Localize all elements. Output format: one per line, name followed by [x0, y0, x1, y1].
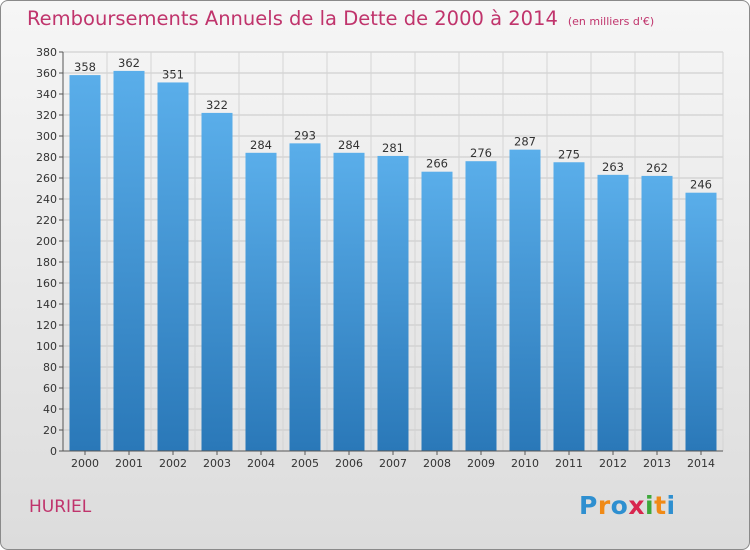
bar-2001: [113, 70, 145, 452]
bars: [69, 70, 717, 452]
data-label: 287: [514, 135, 536, 149]
y-tick-label: 320: [36, 109, 57, 122]
bar-2004: [245, 152, 277, 452]
bar-2013: [641, 175, 673, 451]
y-tick-label: 20: [43, 424, 57, 437]
bar-2012: [597, 174, 629, 451]
y-tick-label: 60: [43, 382, 57, 395]
logo-letter: i: [666, 491, 676, 520]
bar-2011: [553, 162, 585, 451]
bar-2010: [509, 149, 541, 451]
bar-2008: [421, 171, 453, 451]
bar-2000: [69, 75, 101, 451]
bar-2007: [377, 155, 409, 451]
data-label: 322: [206, 98, 228, 112]
x-tick-label: 2010: [511, 457, 539, 470]
x-tick-label: 2008: [423, 457, 451, 470]
y-tick-label: 180: [36, 256, 57, 269]
y-tick-label: 40: [43, 403, 57, 416]
bar-2014: [685, 192, 717, 451]
x-tick-label: 2000: [71, 457, 99, 470]
y-tick-label: 280: [36, 151, 57, 164]
proxiti-logo: Proxiti: [579, 491, 676, 520]
data-label: 351: [162, 67, 184, 81]
logo-letter: r: [597, 491, 611, 520]
bar-2002: [157, 82, 189, 451]
logo-letter: o: [610, 491, 629, 520]
logo-letter: P: [579, 491, 598, 520]
y-tick-label: 260: [36, 172, 57, 185]
data-label: 275: [558, 147, 580, 161]
data-label: 358: [74, 60, 96, 74]
data-labels: 358 362 351 322 284 293 284 281 266 276 287 275 263 2…: [74, 56, 712, 192]
data-label: 263: [602, 160, 624, 174]
x-tick-label: 2006: [335, 457, 363, 470]
data-label: 284: [250, 138, 272, 152]
data-label: 284: [338, 138, 360, 152]
y-tick-label: 240: [36, 193, 57, 206]
logo-letter: t: [654, 491, 667, 520]
y-tick-label: 80: [43, 361, 57, 374]
x-tick-label: 2005: [291, 457, 319, 470]
x-tick-label: 2002: [159, 457, 187, 470]
data-label: 276: [470, 146, 492, 160]
x-tick-label: 2013: [643, 457, 671, 470]
y-tick-label: 200: [36, 235, 57, 248]
x-tick-label: 2009: [467, 457, 495, 470]
y-tick-label: 220: [36, 214, 57, 227]
logo-letter: i: [645, 491, 655, 520]
bar-2009: [465, 161, 497, 451]
y-tick-label: 100: [36, 340, 57, 353]
x-tick-label: 2011: [555, 457, 583, 470]
data-label: 362: [118, 56, 140, 70]
y-tick-label: 300: [36, 130, 57, 143]
data-label: 293: [294, 128, 316, 142]
bar-2003: [201, 112, 233, 452]
x-tick-label: 2007: [379, 457, 407, 470]
chart-subtitle: (en milliers d'€): [567, 15, 655, 28]
y-tick-label: 140: [36, 298, 57, 311]
commune-name: HURIEL: [29, 497, 92, 517]
logo-letter: x: [628, 491, 645, 520]
x-tick-label: 2003: [203, 457, 231, 470]
x-tick-label: 2001: [115, 457, 143, 470]
y-tick-label: 360: [36, 67, 57, 80]
data-label: 266: [426, 157, 448, 171]
data-label: 262: [646, 161, 668, 175]
bar-2005: [289, 143, 321, 451]
bar-2006: [333, 152, 365, 452]
y-tick-label: 0: [50, 445, 57, 458]
chart-title: Remboursements Annuels de la Dette de 20…: [27, 7, 654, 30]
x-tick-label: 2012: [599, 457, 627, 470]
chart-title-text: Remboursements Annuels de la Dette de 20…: [27, 7, 558, 30]
y-tick-label: 380: [36, 46, 57, 59]
y-tick-label: 120: [36, 319, 57, 332]
data-label: 246: [690, 178, 712, 192]
x-tick-label: 2014: [687, 457, 715, 470]
x-tick-label: 2004: [247, 457, 275, 470]
axes: 0 20 40 60 80 100 120 140 160 180 200 220 240 260 280 3…: [36, 46, 723, 470]
data-label: 281: [382, 141, 404, 155]
y-tick-label: 160: [36, 277, 57, 290]
y-tick-label: 340: [36, 88, 57, 101]
